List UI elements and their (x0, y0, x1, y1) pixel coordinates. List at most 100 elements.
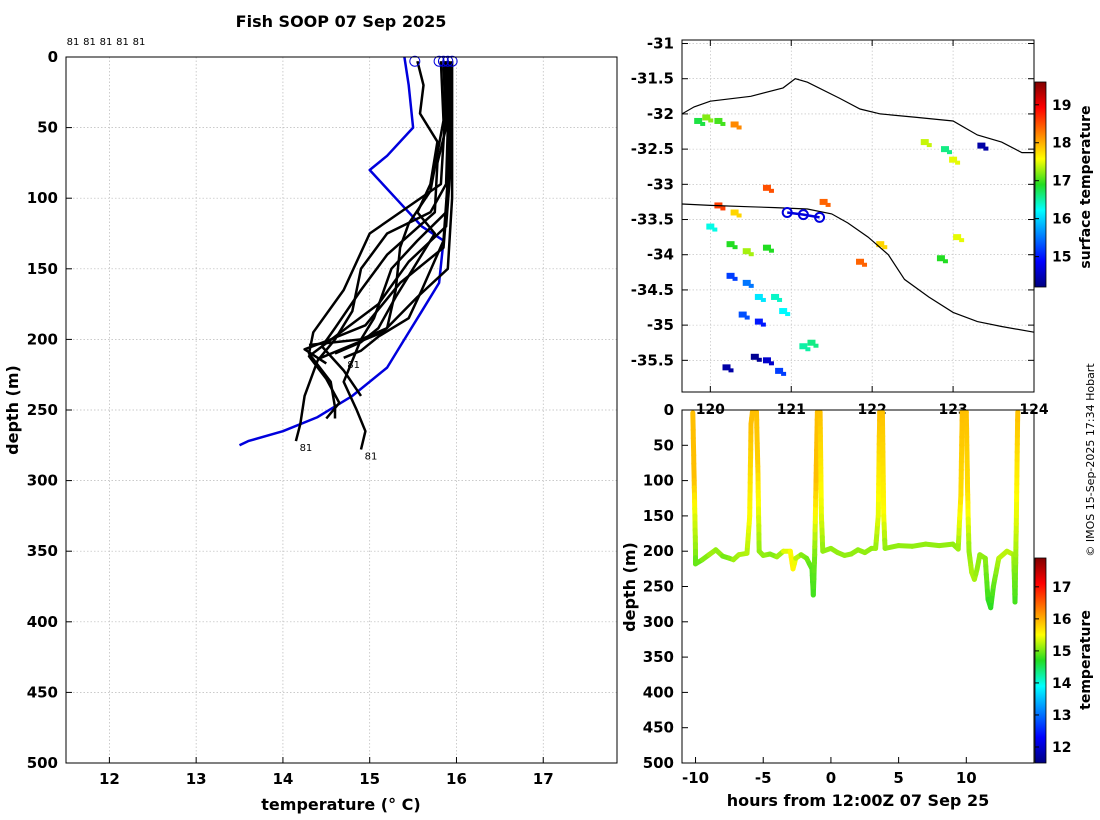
sst-pixel (813, 343, 819, 348)
map-ytick-label: -33.5 (631, 211, 674, 229)
profile-axes-frame (65, 56, 618, 764)
sst-colorbar-tick-label: 16 (1052, 212, 1071, 228)
section-ytick-label: 250 (643, 578, 674, 596)
section-ytick-label: 0 (664, 401, 674, 419)
map-ytick-label: -34.5 (631, 281, 674, 299)
sst-pixel (702, 114, 711, 121)
sst-pixel (779, 308, 788, 315)
sst-pixel (768, 248, 774, 253)
sst-pixel (936, 255, 945, 262)
temperature-colorbar-tick-label: 15 (1052, 644, 1071, 660)
profile-xtick-label: 13 (186, 770, 207, 788)
section-ytick-label: 200 (643, 542, 674, 560)
temperature-colorbar-ticks: 12 13 14 15 16 17 (1035, 580, 1072, 756)
sst-pixel (694, 117, 703, 124)
sst-pixel (756, 357, 762, 362)
section-xlabel: hours from 12:00Z 07 Sep 25 (727, 791, 989, 810)
profile-end-label: 81 (365, 452, 378, 463)
section-ytick-label: 100 (643, 472, 674, 490)
sst-pixel (805, 347, 811, 352)
section-panel: -10 -5 0 5 10050100150200250300350400450500 … (620, 401, 1094, 810)
profile-line (307, 61, 452, 420)
sst-pixel (722, 364, 731, 371)
profile-ytick-label: 450 (27, 683, 58, 701)
profile-ticks: 12 13 14 15 16 17 0 50 100 150 200 250 300 350 400 450 5… (27, 48, 554, 788)
temperature-colorbar-tick-label: 17 (1052, 580, 1071, 596)
sst-pixel (781, 371, 787, 376)
profile-start-marker (437, 55, 449, 67)
sst-pixel (799, 343, 808, 350)
profile-line (308, 61, 445, 347)
profile-line (303, 61, 450, 365)
sst-pixel (942, 259, 948, 264)
sst-pixel (977, 142, 986, 149)
sst-pixel (732, 276, 738, 281)
temperature-colorbar-tick-label: 14 (1052, 676, 1072, 692)
profile-start-marker (433, 55, 445, 67)
sst-pixel (720, 206, 726, 211)
profile-ytick-label: 500 (27, 754, 58, 772)
profile-start-marker (442, 55, 454, 67)
sst-pixel (762, 244, 771, 251)
sst-pixel (700, 121, 706, 126)
sst-pixel (760, 322, 766, 327)
coast-layer (682, 78, 1034, 333)
profile-xtick-label: 12 (99, 770, 120, 788)
profile-top-label: 81 (100, 37, 113, 48)
sst-pixel (771, 293, 780, 300)
profile-line (294, 61, 450, 442)
track-layer (781, 206, 826, 223)
section-ytick-label: 450 (643, 719, 674, 737)
sst-colorbar-label: surface temperature (1078, 105, 1094, 268)
profile-xtick-label: 17 (533, 770, 554, 788)
sst-pixel (742, 279, 751, 286)
profile-start-marker (446, 55, 458, 67)
profile-ytick-label: 400 (27, 613, 58, 631)
sst-pixel (732, 245, 738, 250)
sst-colorbar (1034, 81, 1047, 288)
sst-colorbar-tick-label: 18 (1052, 136, 1071, 152)
track-station-marker (781, 206, 793, 218)
track-station-marker (814, 211, 826, 223)
profile-ytick-label: 100 (27, 189, 58, 207)
map-ytick-label: -31.5 (631, 70, 674, 88)
sst-pixel (882, 245, 888, 250)
sst-pixel (744, 315, 750, 320)
profile-ytick-label: 200 (27, 330, 58, 348)
credit-text: © IMOS 15-Sep-2025 17:34 Hobart (1084, 363, 1097, 557)
sst-pixel (949, 156, 958, 163)
sst-pixel (726, 241, 735, 248)
sst-pixel (708, 118, 714, 123)
profile-top-label: 81 (116, 37, 129, 48)
map-ytick-label: -31 (647, 35, 674, 53)
profile-top-label: 81 (133, 37, 146, 48)
sst-pixel (730, 121, 739, 128)
map-ytick-label: -34 (647, 246, 674, 264)
sst-pixel (955, 160, 961, 165)
section-xtick-label: 5 (893, 769, 903, 787)
profile-xtick-label: 15 (359, 770, 380, 788)
section-ytick-label: 400 (643, 683, 674, 701)
sst-pixel (754, 293, 763, 300)
sst-colorbar-tick-label: 17 (1052, 174, 1071, 190)
profile-ylabel: depth (m) (3, 365, 22, 455)
sst-pixel (762, 357, 771, 364)
temperature-colorbar-label: temperature (1078, 610, 1094, 710)
profile-end-label: 81 (300, 443, 313, 454)
sst-pixel (777, 297, 783, 302)
profile-line (334, 60, 439, 355)
section-xtick-label: 0 (826, 769, 836, 787)
sst-pixel (807, 339, 816, 346)
section-xtick-label: -5 (755, 769, 772, 787)
profile-ytick-label: 300 (27, 472, 58, 490)
section-ytick-label: 500 (643, 754, 674, 772)
section-xtick-label: 10 (956, 769, 977, 787)
sst-pixel (768, 188, 774, 193)
sst-pixel (728, 368, 734, 373)
temperature-colorbar-tick-label: 16 (1052, 612, 1071, 628)
sst-pixel (736, 213, 742, 218)
sst-pixel (748, 252, 754, 257)
sst-pixel (736, 125, 742, 130)
map-ytick-label: -32 (647, 105, 674, 123)
